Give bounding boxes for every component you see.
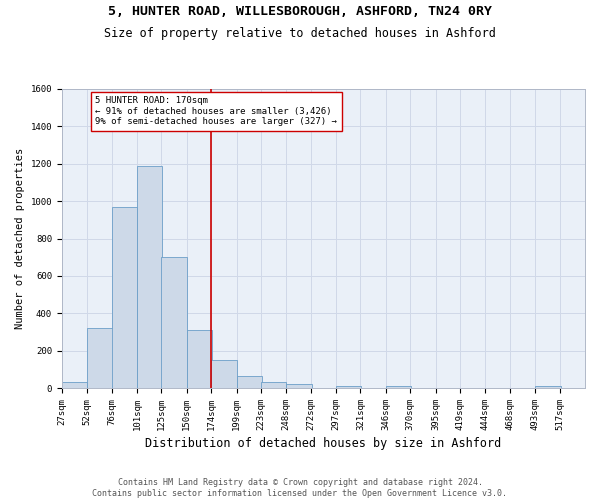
X-axis label: Distribution of detached houses by size in Ashford: Distribution of detached houses by size … bbox=[145, 437, 502, 450]
Bar bbox=[286, 384, 312, 388]
Bar bbox=[336, 386, 361, 388]
Y-axis label: Number of detached properties: Number of detached properties bbox=[15, 148, 25, 329]
Bar bbox=[211, 360, 236, 388]
Text: Contains HM Land Registry data © Crown copyright and database right 2024.
Contai: Contains HM Land Registry data © Crown c… bbox=[92, 478, 508, 498]
Bar bbox=[161, 257, 187, 388]
Text: 5, HUNTER ROAD, WILLESBOROUGH, ASHFORD, TN24 0RY: 5, HUNTER ROAD, WILLESBOROUGH, ASHFORD, … bbox=[108, 5, 492, 18]
Bar bbox=[236, 376, 262, 388]
Bar bbox=[386, 386, 411, 388]
Bar bbox=[137, 166, 163, 388]
Text: 5 HUNTER ROAD: 170sqm
← 91% of detached houses are smaller (3,426)
9% of semi-de: 5 HUNTER ROAD: 170sqm ← 91% of detached … bbox=[95, 96, 337, 126]
Bar bbox=[187, 330, 212, 388]
Text: Size of property relative to detached houses in Ashford: Size of property relative to detached ho… bbox=[104, 28, 496, 40]
Bar bbox=[87, 328, 113, 388]
Bar bbox=[535, 386, 560, 388]
Bar bbox=[112, 207, 137, 388]
Bar bbox=[62, 382, 87, 388]
Bar bbox=[261, 382, 286, 388]
